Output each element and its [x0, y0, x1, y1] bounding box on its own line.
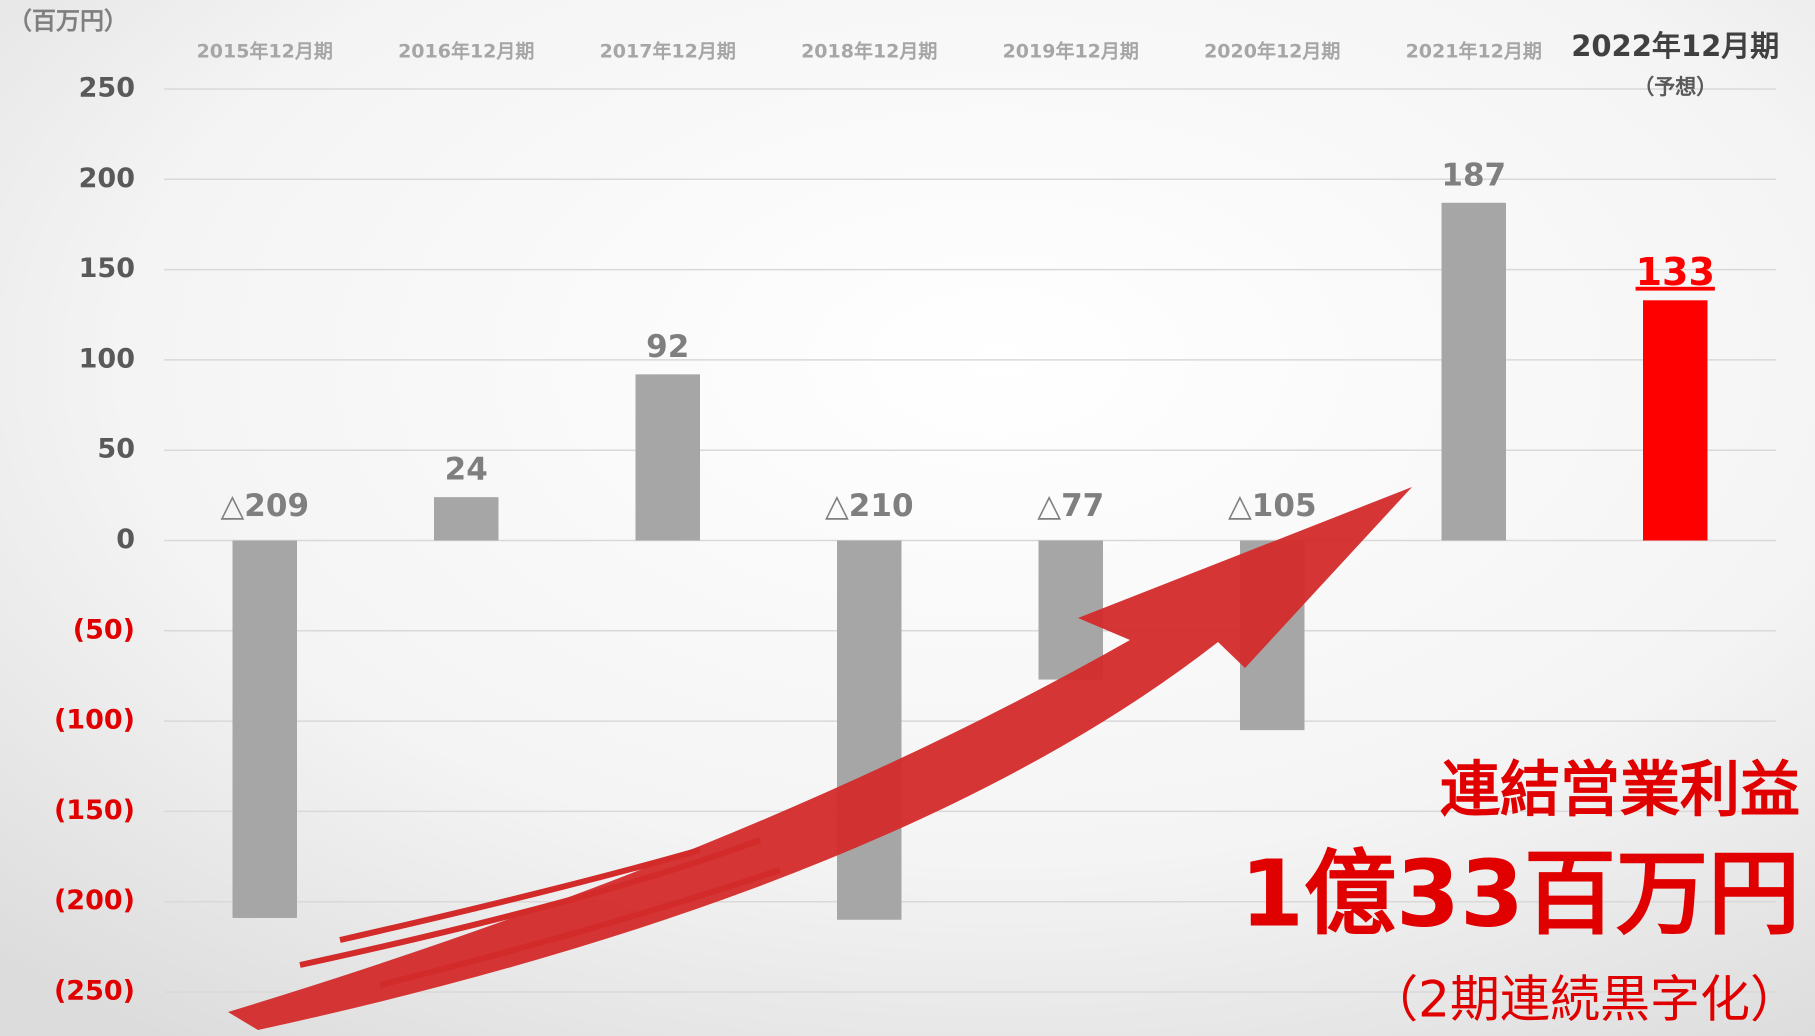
x-tick-label: 2020年12月期	[1204, 40, 1340, 63]
bar	[1039, 541, 1103, 680]
bar	[837, 541, 901, 920]
x-tick-label: 2015年12月期	[197, 40, 333, 63]
x-tick-label: 2021年12月期	[1406, 40, 1542, 63]
value-label: 24	[445, 452, 488, 488]
y-tick-label: (150)	[54, 795, 135, 826]
y-tick-label: 50	[97, 434, 135, 465]
page: {"chart_data": {"type": "bar", "unit_lab…	[0, 0, 1815, 1036]
y-tick-label: 100	[79, 343, 135, 374]
annotation: 1億33百万円	[1240, 840, 1800, 947]
y-tick-label: (100)	[54, 705, 135, 736]
y-tick-label: 150	[79, 253, 135, 284]
y-tick-label: 250	[79, 73, 135, 104]
forecast-note: （予想）	[1633, 75, 1717, 99]
value-label: 187	[1441, 157, 1506, 193]
y-tick-label: 200	[79, 163, 135, 194]
x-tick-label: 2019年12月期	[1003, 40, 1139, 63]
value-label: 92	[646, 329, 689, 365]
unit-label: （百万円）	[8, 7, 128, 35]
x-tick-label: 2022年12月期	[1571, 29, 1779, 63]
value-label: △105	[1228, 488, 1317, 524]
value-label: △209	[220, 488, 309, 524]
y-tick-label: (250)	[54, 976, 135, 1007]
x-tick-label: 2017年12月期	[600, 40, 736, 63]
chart: 250 200 150 100 50 0 (50) (100) (150) (200) (250) 2…	[0, 0, 1815, 1036]
value-label: △210	[825, 488, 914, 524]
bar	[1643, 300, 1707, 540]
bar	[1442, 203, 1506, 541]
bar	[636, 374, 700, 540]
x-tick-label: 2018年12月期	[801, 40, 937, 63]
value-label: △77	[1037, 488, 1104, 524]
value-label: 133	[1636, 250, 1715, 294]
bar	[434, 497, 498, 540]
bar	[233, 541, 297, 918]
y-tick-label: 0	[116, 524, 135, 555]
y-tick-label: (50)	[73, 614, 135, 645]
y-tick-label: (200)	[54, 885, 135, 916]
annotation: （2期連続黒字化）	[1368, 971, 1800, 1029]
annotation: 連結営業利益	[1440, 756, 1800, 826]
x-tick-label: 2016年12月期	[398, 40, 534, 63]
